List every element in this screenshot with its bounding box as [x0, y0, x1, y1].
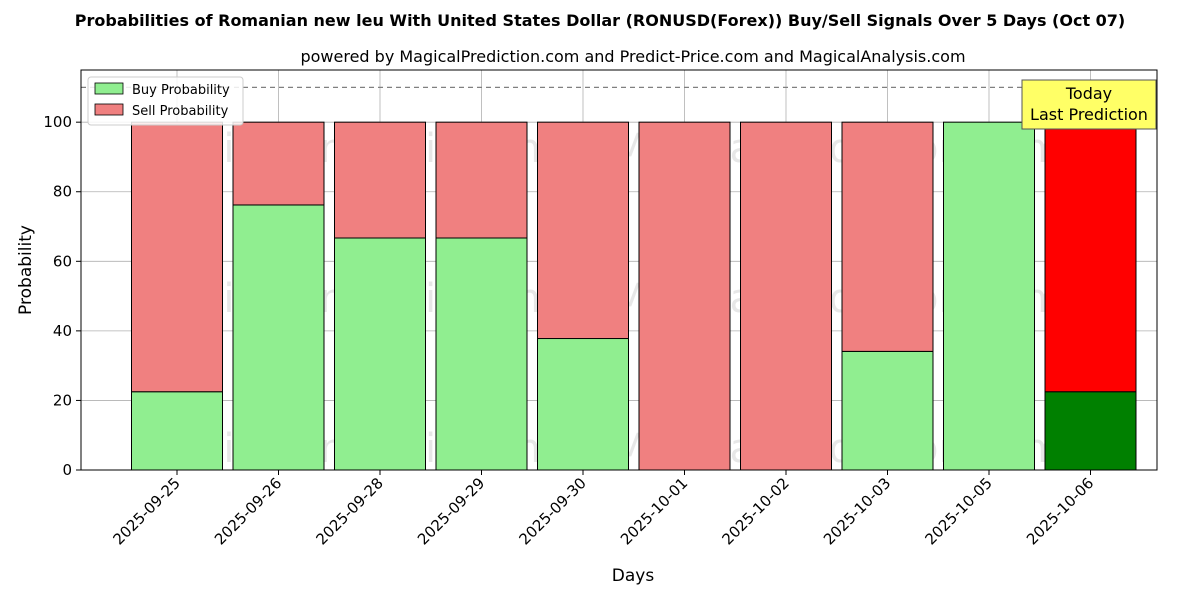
y-tick-label-5: 100 — [43, 113, 72, 131]
x-tick-label-2025-10-02: 2025-10-02 — [718, 474, 792, 548]
x-tick-label-2025-10-06: 2025-10-06 — [1023, 474, 1097, 548]
legend-swatch-sell — [94, 103, 124, 116]
chart-title: Probabilities of Romanian new leu With U… — [75, 11, 1125, 30]
y-tick-label-0: 0 — [62, 461, 72, 479]
bar-sell-2025-09-28 — [334, 121, 426, 239]
bar-buy-2025-10-05 — [943, 121, 1035, 471]
bar-buy-2025-09-28 — [334, 237, 426, 471]
x-axis-label: Days — [612, 566, 655, 586]
bars — [131, 121, 1137, 471]
legend-swatch-buy — [94, 82, 124, 95]
y-tick-label-2: 40 — [53, 322, 72, 340]
bar-buy-2025-09-26 — [232, 204, 325, 471]
x-tick-label-2025-10-03: 2025-10-03 — [820, 474, 894, 548]
x-tick-label-2025-09-25: 2025-09-25 — [109, 474, 183, 548]
bar-sell-2025-10-02 — [740, 121, 832, 471]
bar-sell-2025-09-26 — [232, 121, 325, 206]
y-tick-label-4: 80 — [53, 183, 72, 201]
x-tick-label-2025-10-01: 2025-10-01 — [617, 474, 691, 548]
y-axis-ticks: 0 20 40 60 80 100 — [43, 113, 81, 479]
plot-frame — [80, 69, 1158, 471]
bar-sell-2025-09-25 — [131, 121, 223, 393]
y-axis-label: Probability — [16, 225, 36, 315]
legend-label-buy: Buy Probability — [132, 83, 230, 98]
bar-buy-2025-09-30 — [537, 338, 629, 471]
bar-buy-2025-10-06 — [1044, 391, 1137, 471]
x-tick-label-2025-09-28: 2025-09-28 — [312, 474, 386, 548]
y-tick-label-3: 60 — [53, 252, 72, 270]
x-tick-label-2025-09-30: 2025-09-30 — [515, 474, 589, 548]
today-annotation-line-2: Last Prediction — [1030, 105, 1148, 124]
y-tick-label-1: 20 — [53, 391, 72, 409]
legend-box — [87, 76, 244, 126]
bar-sell-2025-09-30 — [537, 121, 629, 340]
today-annotation-line-1: Today — [1065, 84, 1112, 103]
today-annotation-box — [1021, 79, 1157, 130]
today-annotation: Today Last Prediction — [1021, 79, 1157, 130]
bar-buy-2025-10-03 — [841, 350, 934, 471]
legend-label-sell: Sell Probability — [132, 104, 229, 119]
bar-sell-2025-10-06 — [1044, 121, 1137, 393]
x-tick-label-2025-10-05: 2025-10-05 — [921, 474, 995, 548]
bar-sell-2025-10-01 — [638, 121, 731, 471]
x-tick-label-2025-09-26: 2025-09-26 — [211, 474, 285, 548]
x-tick-label-2025-09-29: 2025-09-29 — [414, 474, 488, 548]
bar-sell-2025-09-29 — [435, 121, 528, 239]
bar-sell-2025-10-03 — [841, 121, 934, 352]
legend: Buy Probability Sell Probability — [87, 76, 244, 126]
bar-buy-2025-09-29 — [435, 237, 528, 471]
bar-buy-2025-09-25 — [131, 391, 223, 471]
x-axis-ticks: 2025-09-25 2025-09-26 2025-09-28 2025-09-29… — [109, 470, 1097, 548]
chart-subtitle: powered by MagicalPrediction.com and Pre… — [300, 47, 965, 66]
